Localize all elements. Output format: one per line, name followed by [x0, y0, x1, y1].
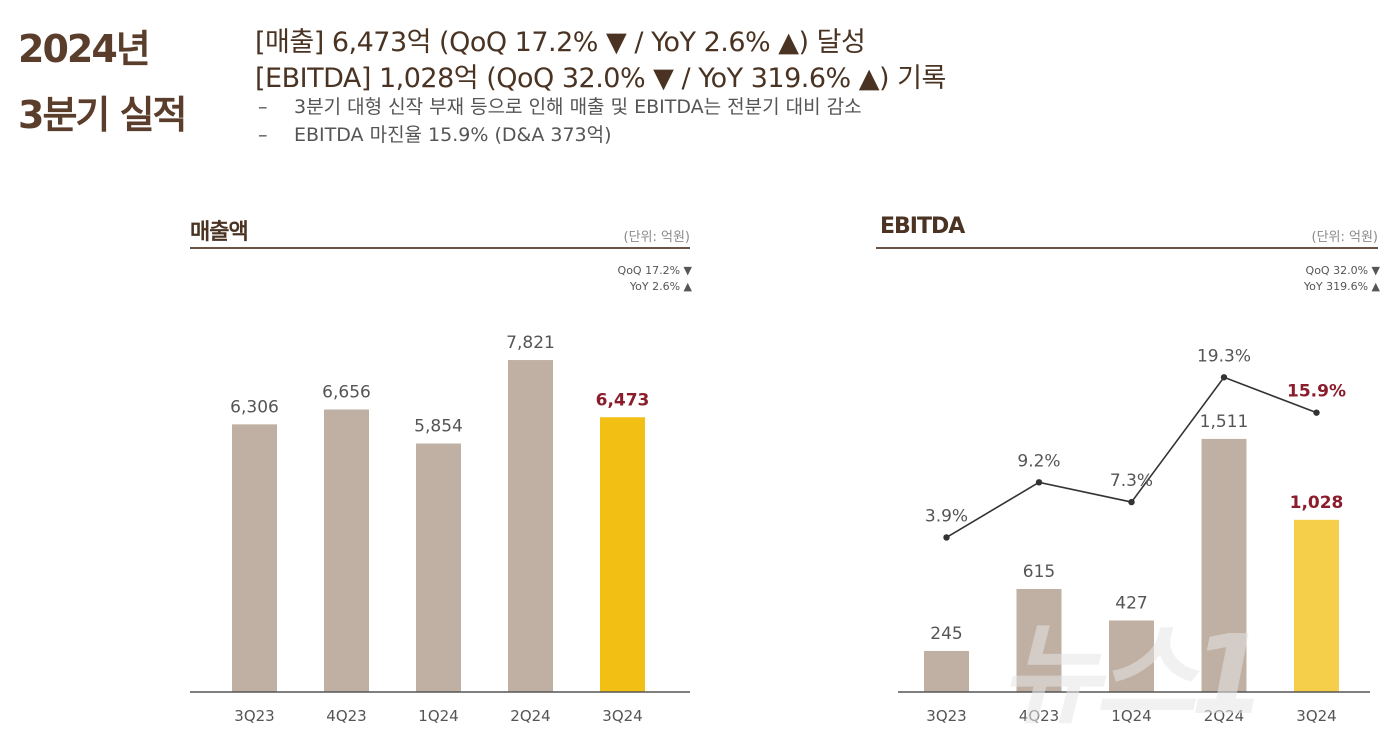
- margin-value-label: 19.3%: [1197, 346, 1251, 366]
- bar: [1294, 519, 1339, 692]
- bar: [508, 360, 553, 692]
- bar-value-label: 245: [930, 624, 962, 644]
- bullet-item: – EBITDA 마진율 15.9% (D&A 373억): [258, 120, 612, 147]
- news-watermark: 뉴스1: [1000, 611, 1267, 739]
- x-tick-label: 3Q23: [926, 707, 966, 725]
- bar: [324, 409, 369, 692]
- bullet-text: EBITDA 마진율 15.9% (D&A 373억): [294, 124, 612, 146]
- x-tick-label: 2Q24: [1204, 707, 1244, 725]
- bar-value-label: 1,511: [1200, 412, 1249, 432]
- bar: [600, 417, 645, 692]
- margin-point: [943, 534, 950, 541]
- x-tick-label: 1Q24: [1111, 707, 1151, 725]
- ebitda-qoq-label: QoQ 32.0% ▼: [1305, 264, 1380, 277]
- ebitda-yoy-label: YoY 319.6% ▲: [1303, 280, 1380, 293]
- bar-value-label: 427: [1115, 593, 1147, 613]
- revenue-yoy-label: YoY 2.6% ▲: [629, 280, 692, 293]
- x-tick-label: 4Q23: [326, 707, 366, 725]
- margin-value-label: 9.2%: [1017, 451, 1060, 471]
- margin-point: [1035, 479, 1043, 486]
- page-title-quarter: 3분기 실적: [18, 93, 188, 137]
- bar: [924, 650, 969, 692]
- margin-value-label: 7.3%: [1110, 471, 1153, 491]
- bar: [232, 424, 277, 692]
- x-tick-label: 2Q24: [510, 707, 550, 725]
- x-tick-label: 1Q24: [418, 707, 458, 725]
- ebitda-unit-label: (단위: 억원): [1311, 230, 1379, 245]
- ebitda-chart-title: EBITDA: [880, 214, 965, 239]
- bar-value-label: 7,821: [506, 333, 555, 353]
- margin-point: [1128, 498, 1135, 506]
- margin-point: [1313, 409, 1320, 416]
- bullet-dash: –: [258, 124, 268, 146]
- bar: [1016, 588, 1062, 692]
- bar-value-label: 1,028: [1290, 493, 1344, 513]
- ebitda-header-rule: [876, 247, 1378, 249]
- bar-value-label: 5,854: [414, 417, 463, 437]
- revenue-chart-title: 매출액: [190, 220, 249, 245]
- x-tick-label: 3Q23: [234, 707, 274, 725]
- bar: [1201, 438, 1247, 692]
- bar-value-label: 615: [1023, 562, 1055, 582]
- bar-value-label: 6,473: [596, 390, 650, 410]
- ebitda-headline: [EBITDA] 1,028억 (QoQ 32.0% ▼ / YoY 319.6…: [255, 63, 946, 94]
- bullet-text: 3분기 대형 신작 부재 등으로 인해 매출 및 EBITDA는 전분기 대비 …: [294, 96, 862, 118]
- page-title-year: 2024년: [18, 27, 151, 71]
- x-tick-label: 3Q24: [602, 707, 642, 725]
- revenue-headline: [매출] 6,473억 (QoQ 17.2% ▼ / YoY 2.6% ▲) 달…: [255, 27, 866, 58]
- revenue-header-rule: [190, 247, 690, 249]
- margin-value-label: 15.9%: [1287, 382, 1346, 402]
- bullet-dash: –: [258, 96, 268, 118]
- margin-value-label: 3.9%: [925, 506, 968, 526]
- margin-line: [946, 376, 1317, 539]
- x-tick-label: 3Q24: [1296, 707, 1336, 725]
- x-tick-label: 4Q23: [1019, 707, 1059, 725]
- bullet-item: – 3분기 대형 신작 부재 등으로 인해 매출 및 EBITDA는 전분기 대비…: [258, 92, 862, 119]
- bar-value-label: 6,306: [230, 397, 279, 417]
- revenue-unit-label: (단위: 억원): [623, 230, 691, 245]
- bar: [416, 443, 461, 692]
- bar-value-label: 6,656: [322, 382, 371, 402]
- bar: [1109, 620, 1154, 692]
- margin-point: [1220, 374, 1228, 381]
- revenue-qoq-label: QoQ 17.2% ▼: [617, 264, 692, 277]
